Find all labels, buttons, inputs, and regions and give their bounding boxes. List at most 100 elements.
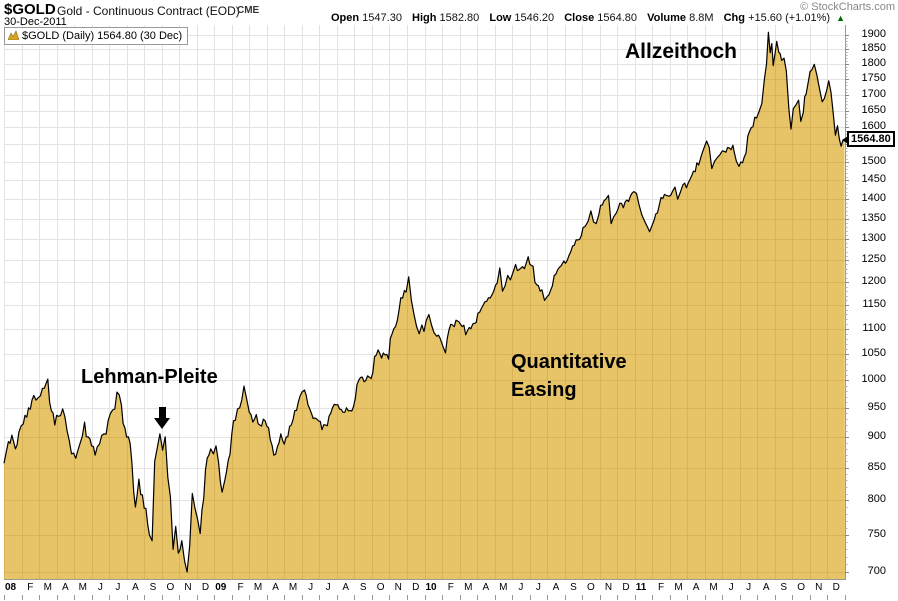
chg-label: Chg — [723, 12, 745, 24]
open-label: Open — [330, 12, 360, 24]
x-axis-month-label: M — [78, 582, 88, 593]
x-axis-month-label: S — [359, 582, 367, 593]
y-axis-label: 850 — [867, 460, 886, 473]
y-axis-label: 700 — [867, 565, 886, 577]
x-axis-month-label: D — [622, 582, 630, 593]
y-axis-label: 1200 — [861, 275, 886, 288]
x-axis-month-label: M — [253, 582, 263, 593]
down-arrow-icon — [159, 407, 166, 419]
x-axis-month-label: N — [815, 582, 823, 593]
contract-name: Gold - Continuous Contract (EOD) — [57, 4, 240, 18]
x-axis-month-label: J — [746, 582, 752, 593]
x-axis-month-label: F — [27, 582, 34, 593]
x-axis-month-label: A — [342, 582, 349, 593]
x-axis-month-label: A — [132, 582, 139, 593]
y-axis-label: 950 — [867, 400, 886, 413]
x-axis-month-label: S — [780, 582, 787, 593]
y-axis-label: 1300 — [861, 232, 886, 245]
x-axis-month-label: D — [201, 582, 210, 593]
x-axis-month-label: J — [518, 582, 524, 593]
x-axis-month-label: A — [482, 582, 490, 593]
volume-value: 8.8M — [689, 12, 714, 24]
x-axis-month-label: J — [97, 582, 103, 593]
y-axis-label: 900 — [867, 429, 886, 442]
qe-line1: Quantitative — [511, 351, 627, 373]
y-axis-label: 1800 — [861, 57, 886, 70]
x-axis-month-label: A — [762, 582, 770, 593]
chg-value: +15.60 (+1.01%) — [748, 12, 831, 24]
annotation-allzeithoch: Allzeithoch — [625, 40, 738, 63]
x-axis-month-label: O — [166, 582, 175, 593]
x-axis-month-label: S — [570, 582, 577, 593]
high-label: High — [412, 12, 437, 24]
volume-label: Volume — [647, 12, 687, 24]
x-axis-month-label: A — [272, 582, 279, 593]
chart-legend: $GOLD (Daily) 1564.80 (30 Dec) — [4, 27, 189, 45]
copyright-label: © StockCharts.com — [800, 1, 895, 13]
close-value: 1564.80 — [597, 12, 638, 24]
x-axis-month-label: M — [674, 582, 683, 593]
y-axis-label: 1000 — [861, 373, 886, 386]
x-axis-month-label: A — [552, 582, 560, 593]
x-axis-month-label: A — [692, 582, 700, 593]
x-axis-month-label: J — [115, 582, 121, 593]
y-axis-label: 1500 — [861, 155, 886, 168]
chart-date: 30-Dec-2011 — [4, 16, 67, 28]
x-axis-month-label: S — [149, 582, 157, 593]
y-axis-label: 800 — [867, 493, 886, 506]
y-axis-label: 1850 — [861, 42, 886, 55]
y-axis-label: 1100 — [862, 321, 886, 334]
y-axis-label: 1450 — [861, 173, 886, 186]
low-label: Low — [489, 12, 512, 24]
exchange-label: CME — [237, 5, 260, 16]
high-value: 1582.80 — [439, 12, 480, 24]
x-axis-month-label: M — [43, 582, 52, 593]
x-axis-month-label: D — [832, 582, 840, 593]
low-value: 1546.20 — [514, 12, 555, 24]
y-axis-label: 1350 — [861, 211, 886, 224]
x-axis-month-label: O — [797, 582, 806, 593]
qe-line2: Easing — [511, 379, 577, 401]
annotation-lehman-pleite: Lehman-Pleite — [81, 366, 218, 388]
up-triangle-icon: ▲ — [836, 13, 845, 23]
x-axis-month-label: N — [394, 582, 402, 593]
y-axis-label: 1250 — [861, 253, 886, 266]
x-axis-month-label: F — [447, 582, 454, 593]
y-axis-label: 1700 — [861, 87, 886, 100]
x-axis-month-label: N — [604, 582, 613, 593]
symbol-title: $GOLD — [4, 1, 56, 18]
x-axis-month-label: O — [587, 582, 595, 593]
x-axis-month-label: D — [412, 582, 420, 593]
x-axis-year-label: 09 — [215, 582, 227, 593]
x-axis-month-label: F — [657, 582, 665, 593]
y-axis-label: 1750 — [861, 72, 886, 85]
x-axis-year-label: 10 — [425, 582, 437, 593]
last-price-tag: 1564.80 — [842, 131, 895, 148]
y-axis-label: 1400 — [861, 192, 886, 205]
x-axis-month-label: F — [237, 582, 244, 593]
x-axis-month-label: M — [288, 582, 298, 593]
annotation-quantitative-easing: Quantitative Easing — [511, 348, 627, 404]
x-axis-month-label: J — [325, 582, 331, 593]
area-chart-icon — [7, 30, 20, 41]
x-axis-month-label: M — [709, 582, 718, 593]
close-label: Close — [564, 12, 595, 24]
y-axis-label: 1050 — [861, 346, 886, 359]
x-axis-month-label: J — [728, 582, 734, 593]
legend-text: $GOLD (Daily) 1564.80 (30 Dec) — [22, 30, 183, 42]
y-axis-label: 1900 — [861, 28, 886, 40]
quote-line: Open 1547.30 High 1582.80 Low 1546.20 Cl… — [324, 12, 845, 24]
x-axis-year-label: 08 — [5, 582, 17, 593]
x-axis-month-label: J — [308, 582, 314, 593]
x-axis-month-label: A — [61, 582, 69, 593]
x-axis-month-label: M — [499, 582, 508, 593]
down-arrow-icon — [154, 418, 170, 429]
y-axis-label: 1650 — [861, 103, 886, 116]
x-axis-month-label: O — [376, 582, 385, 593]
x-axis-month-label: N — [184, 582, 192, 593]
open-value: 1547.30 — [362, 12, 402, 24]
y-axis-label: 750 — [867, 527, 886, 540]
x-axis-month-label: M — [464, 582, 473, 593]
